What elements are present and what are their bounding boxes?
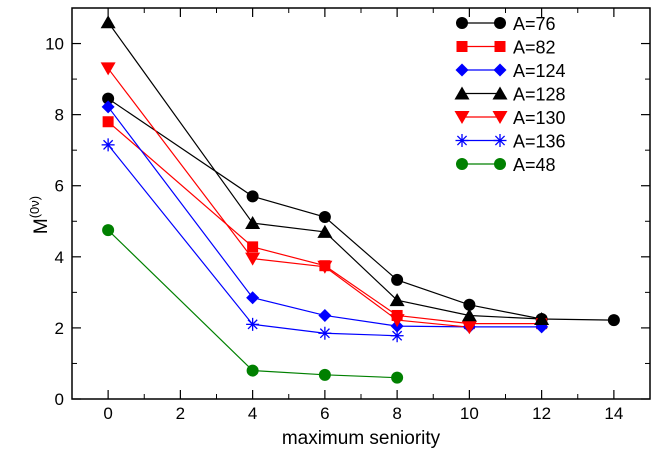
data-point-a-128 <box>100 15 116 29</box>
x-tick-label: 8 <box>392 404 401 423</box>
data-point-a-130 <box>100 62 116 76</box>
data-point-a-76 <box>391 273 404 286</box>
legend-marker-a-124 <box>455 63 469 77</box>
x-tick-label: 6 <box>320 404 329 423</box>
legend-marker-a-124 <box>493 63 507 77</box>
series-markers <box>100 15 620 384</box>
data-point-a-76 <box>102 92 115 105</box>
data-point-a-82 <box>247 241 259 253</box>
x-tick-label: 14 <box>604 404 623 423</box>
legend-marker-a-136 <box>455 134 469 147</box>
data-point-a-48 <box>246 364 259 377</box>
data-point-a-128 <box>534 312 550 326</box>
data-point-a-124 <box>318 308 332 322</box>
data-point-a-128 <box>389 293 405 307</box>
legend-label-a-82: A=82 <box>513 38 556 58</box>
data-point-a-128 <box>461 308 477 322</box>
legend-marker-a-130 <box>492 111 508 124</box>
y-axis-title-main: M <box>31 218 52 234</box>
data-point-a-130 <box>317 260 333 274</box>
data-point-a-130 <box>389 314 405 328</box>
data-point-a-48 <box>391 371 404 384</box>
y-tick-label: 0 <box>55 390 64 409</box>
data-point-a-136 <box>390 329 404 343</box>
y-tick-label: 8 <box>55 106 64 125</box>
x-tick-label: 2 <box>176 404 185 423</box>
data-point-a-48 <box>102 224 115 237</box>
axis-ticks: 0 2 4 6 8 10 12 14 0 2 4 6 8 10 <box>45 7 651 423</box>
x-tick-label: 12 <box>532 404 551 423</box>
data-point-a-136 <box>246 317 260 331</box>
legend-marker-a-82 <box>494 41 506 52</box>
data-point-a-82 <box>102 116 114 128</box>
y-tick-label: 6 <box>55 177 64 196</box>
data-point-a-128 <box>317 224 333 238</box>
series-line-a-48 <box>107 229 398 379</box>
legend-marker-a-48 <box>456 158 468 170</box>
legend-marker-a-128 <box>454 86 470 100</box>
data-point-a-124 <box>246 291 260 305</box>
legend-label-a-130: A=130 <box>513 108 566 128</box>
x-axis-title: maximum seniority <box>282 428 441 449</box>
y-tick-label: 2 <box>55 319 64 338</box>
series-line-a-136 <box>107 144 398 337</box>
legend-label-a-136: A=136 <box>513 132 566 152</box>
y-tick-label: 10 <box>45 35 64 54</box>
legend-marker-a-76 <box>494 17 506 29</box>
legend: A=76 A=82 A=124 A=128 A=130 A=136 A=48 <box>454 14 566 175</box>
x-tick-label: 0 <box>103 404 112 423</box>
data-point-a-76 <box>607 314 620 327</box>
legend-label-a-48: A=48 <box>513 155 556 175</box>
data-point-a-128 <box>245 216 261 230</box>
legend-marker-a-48 <box>494 158 506 170</box>
y-tick-label: 4 <box>55 248 64 267</box>
data-point-a-136 <box>101 138 115 152</box>
data-point-a-76 <box>463 298 476 311</box>
series-line-a-130 <box>107 68 470 328</box>
y-axis-title: M(0ν) <box>27 196 52 234</box>
legend-label-a-124: A=124 <box>513 61 566 81</box>
legend-marker-a-130 <box>454 111 470 124</box>
data-point-a-136 <box>318 326 332 340</box>
y-axis-title-superscript: (0ν) <box>27 196 42 218</box>
legend-marker-a-76 <box>456 17 468 29</box>
legend-marker-a-128 <box>492 86 508 100</box>
data-point-a-124 <box>101 100 115 114</box>
x-tick-label: 4 <box>248 404 257 423</box>
series-line-a-124 <box>107 106 542 328</box>
legend-label-a-76: A=76 <box>513 14 556 34</box>
data-point-a-130 <box>245 252 261 266</box>
legend-label-a-128: A=128 <box>513 85 566 105</box>
data-point-a-48 <box>318 368 331 381</box>
x-tick-label: 10 <box>460 404 479 423</box>
legend-marker-a-82 <box>456 41 468 52</box>
data-point-a-76 <box>246 190 259 203</box>
data-point-a-130 <box>461 321 477 335</box>
series-line-a-128 <box>107 21 542 320</box>
legend-marker-a-136 <box>493 134 507 147</box>
data-point-a-76 <box>318 211 331 224</box>
